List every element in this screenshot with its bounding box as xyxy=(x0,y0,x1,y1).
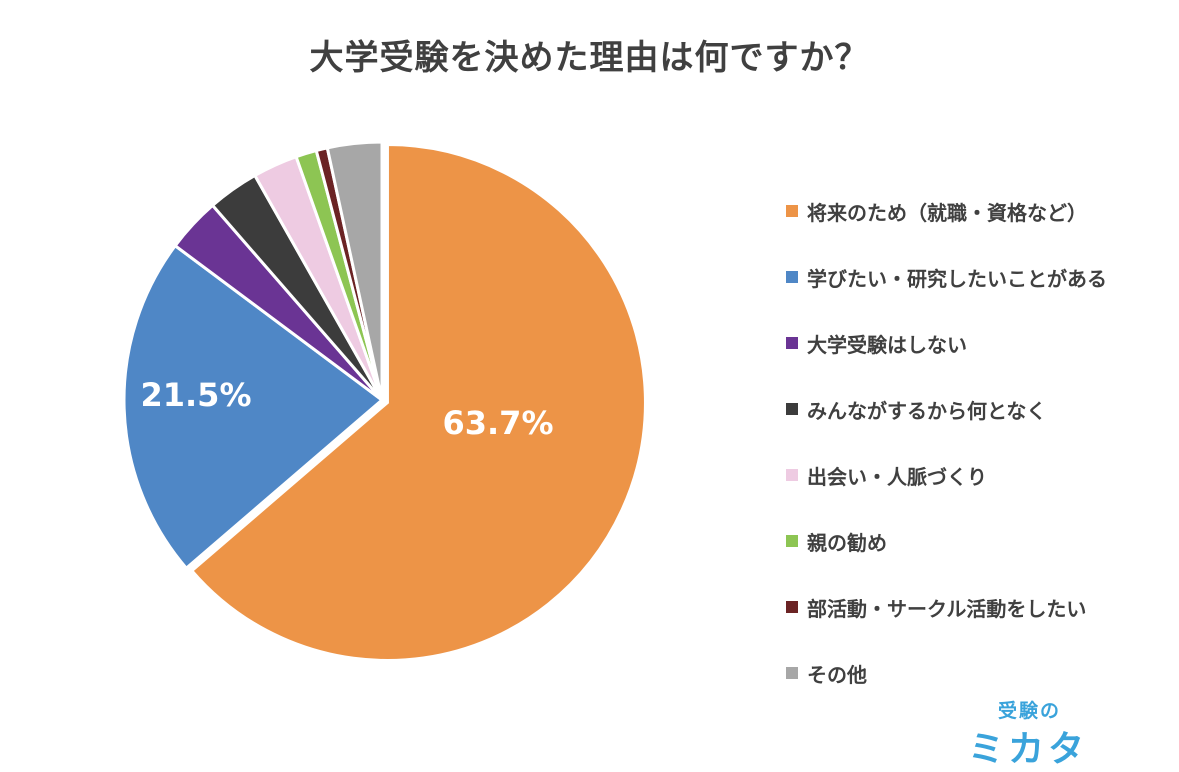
legend: 将来のため（就職・資格など） 学びたい・研究したいことがある 大学受験はしないみんな… xyxy=(786,178,1176,706)
legend-swatch-7 xyxy=(786,601,798,613)
legend-swatch-5 xyxy=(786,469,798,481)
legend-label-1: 将来のため（就職・資格など） xyxy=(807,200,1087,225)
pie-slice-1 xyxy=(189,142,647,662)
data-label-2: 21.5% xyxy=(140,376,251,414)
brand-logo-top: 受験の xyxy=(998,700,1062,722)
legend-label-7: 部活動・サークル活動をしたい xyxy=(807,596,1087,621)
legend-item-7: 部活動・サークル活動をしたい xyxy=(786,574,1176,640)
pie-slice-8 xyxy=(325,140,384,401)
pie-slice-2 xyxy=(122,243,385,571)
brand-logo-bottom: ミカタ xyxy=(968,729,1089,770)
legend-swatch-2 xyxy=(786,271,798,283)
legend-swatch-8 xyxy=(786,667,798,679)
data-label-1: 63.7% xyxy=(442,404,553,442)
legend-item-1: 将来のため（就職・資格など） xyxy=(786,178,1176,244)
legend-label-8: その他 xyxy=(807,662,867,687)
legend-swatch-4 xyxy=(786,403,798,415)
legend-label-2: 学びたい・研究したいことがある xyxy=(807,266,1107,291)
legend-label-4: みんながするから何となく xyxy=(807,398,1047,423)
legend-label-5: 出会い・人脈づくり xyxy=(807,464,987,489)
legend-item-3: 大学受験はしない xyxy=(786,310,1176,376)
legend-item-2: 学びたい・研究したいことがある xyxy=(786,244,1176,310)
legend-label-6: 親の勧め xyxy=(807,530,887,555)
legend-swatch-6 xyxy=(786,535,798,547)
legend-swatch-3 xyxy=(786,337,798,349)
legend-label-3: 大学受験はしない xyxy=(807,332,967,357)
legend-item-4: みんながするから何となく xyxy=(786,376,1176,442)
chart-title: 大学受験を決めた理由は何ですか？ xyxy=(309,38,870,78)
legend-item-6: 親の勧め xyxy=(786,508,1176,574)
legend-item-5: 出会い・人脈づくり xyxy=(786,442,1176,508)
legend-swatch-1 xyxy=(786,205,798,217)
legend-item-8: その他 xyxy=(786,640,1176,706)
brand-logo: 受験の ミカタ xyxy=(968,694,1108,770)
